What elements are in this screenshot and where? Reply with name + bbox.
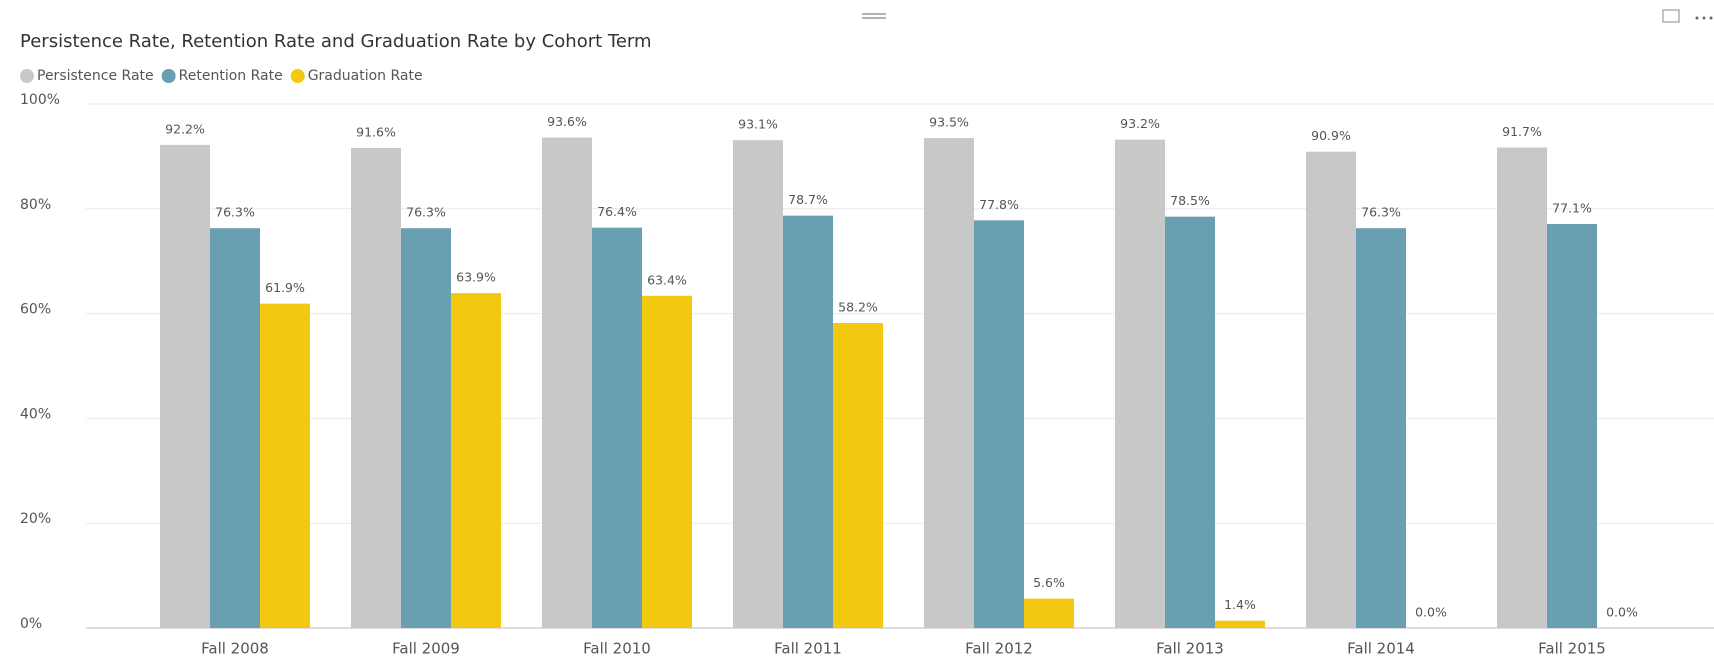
focus-icon[interactable] — [1662, 9, 1680, 23]
bar — [783, 215, 833, 628]
dot — [1702, 16, 1706, 20]
bar — [160, 144, 210, 628]
bar — [1356, 228, 1406, 629]
value-label: 5.6% — [1033, 575, 1065, 590]
dot — [1695, 16, 1699, 20]
value-label: 78.5% — [1170, 193, 1210, 208]
value-label: 76.3% — [1361, 205, 1401, 220]
bar — [542, 137, 592, 628]
value-label: 76.3% — [215, 205, 255, 220]
bar — [924, 138, 974, 628]
x-tick-label: Fall 2014 — [1347, 640, 1415, 658]
x-tick-label: Fall 2012 — [965, 640, 1033, 658]
bar — [260, 303, 310, 628]
bar — [1547, 223, 1597, 628]
y-tick-label: 40% — [20, 406, 51, 422]
bar — [451, 293, 501, 628]
bar — [1115, 139, 1165, 628]
legend-label: Graduation Rate — [308, 68, 423, 84]
bar — [1306, 151, 1356, 628]
value-label: 76.4% — [597, 204, 637, 219]
legend-label: Retention Rate — [179, 68, 283, 84]
x-tick-label: Fall 2010 — [583, 640, 651, 658]
y-tick-label: 100% — [20, 92, 60, 108]
legend-label: Persistence Rate — [37, 68, 154, 84]
value-label: 61.9% — [265, 280, 305, 295]
value-label: 58.2% — [838, 300, 878, 315]
x-tick-label: Fall 2013 — [1156, 640, 1224, 658]
y-tick-label: 0% — [20, 616, 42, 632]
value-label: 90.9% — [1311, 128, 1351, 143]
value-label: 63.4% — [647, 272, 687, 287]
value-label: 93.1% — [738, 117, 778, 132]
value-label: 78.7% — [788, 192, 828, 207]
value-label: 91.6% — [356, 125, 396, 140]
x-tick-label: Fall 2008 — [201, 640, 269, 658]
bar — [1024, 598, 1074, 628]
value-label: 77.8% — [979, 197, 1019, 212]
bar — [642, 295, 692, 628]
value-label: 63.9% — [456, 270, 496, 285]
bar — [401, 228, 451, 629]
x-tick-label: Fall 2011 — [774, 640, 842, 658]
more-icon[interactable] — [1695, 16, 1713, 20]
value-label: 91.7% — [1502, 124, 1542, 139]
bar — [592, 227, 642, 628]
chart-title: Persistence Rate, Retention Rate and Gra… — [20, 31, 652, 52]
value-label: 1.4% — [1224, 597, 1256, 612]
legend-marker — [290, 69, 305, 83]
bar — [1165, 216, 1215, 628]
value-label: 93.2% — [1120, 116, 1160, 131]
value-label: 93.5% — [929, 115, 969, 130]
dot — [1709, 16, 1713, 20]
y-tick-label: 80% — [20, 197, 51, 213]
y-tick-label: 20% — [20, 511, 51, 527]
legend-marker — [20, 69, 34, 83]
bar — [351, 148, 401, 629]
bar — [1497, 147, 1547, 628]
value-label: 76.3% — [406, 205, 446, 220]
bar — [210, 228, 260, 629]
value-label: 77.1% — [1552, 200, 1592, 215]
bar — [974, 220, 1024, 628]
y-tick-label: 60% — [20, 302, 51, 318]
bar — [733, 140, 783, 628]
x-tick-label: Fall 2009 — [392, 640, 460, 658]
value-label: 93.6% — [547, 114, 587, 129]
x-tick-label: Fall 2015 — [1538, 640, 1606, 658]
legend-marker — [161, 69, 176, 83]
bar — [833, 323, 883, 628]
bar — [1215, 620, 1265, 628]
value-label: 92.2% — [165, 121, 205, 136]
value-label: 0.0% — [1606, 605, 1638, 620]
value-label: 0.0% — [1415, 605, 1447, 620]
